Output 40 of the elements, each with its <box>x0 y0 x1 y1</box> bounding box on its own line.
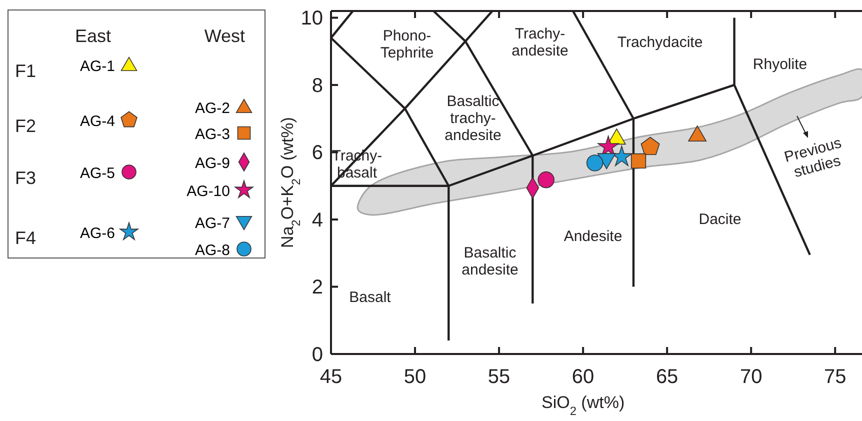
text: F4 <box>15 228 36 248</box>
text: F1 <box>15 61 36 81</box>
annotation: Basalt <box>349 289 392 306</box>
x-tick-label: 65 <box>656 366 678 388</box>
y-tick-label: 10 <box>300 8 323 30</box>
annotation: Basaltic trachy- andesite <box>444 93 502 144</box>
text: West <box>204 26 245 46</box>
legend-label: AG-9 <box>194 155 230 172</box>
annotation: Trachydacite <box>617 34 703 51</box>
x-tick-label: 55 <box>488 366 510 388</box>
y-tick-label: 2 <box>312 276 323 299</box>
x-tick-label: 75 <box>824 366 846 388</box>
annotation: Previous studies <box>782 134 844 182</box>
legend-label: AG-3 <box>194 126 230 143</box>
text: F3 <box>15 168 36 188</box>
x-tick-label: 50 <box>404 366 426 388</box>
x-axis-title: SiO$_{2}$ (wt%) <box>541 393 625 418</box>
legend-label: AG-10 <box>186 183 230 200</box>
y-tick-label: 4 <box>312 209 323 232</box>
x-tick-label: 70 <box>740 366 762 388</box>
legend-label: AG-1 <box>80 58 115 75</box>
legend-label: AG-4 <box>80 113 115 130</box>
legend-label: AG-2 <box>194 100 230 117</box>
annotation: Dacite <box>698 211 742 228</box>
text: East <box>74 26 112 46</box>
legend-label: AG-5 <box>80 165 115 182</box>
y-tick-label: 8 <box>312 74 323 97</box>
x-tick-label: 60 <box>572 366 594 388</box>
legend-label: AG-6 <box>80 225 115 242</box>
x-tick-label: 45 <box>320 366 342 388</box>
annotation: Trachy- andesite <box>512 26 568 60</box>
annotation: Phono- Tephrite <box>380 28 434 62</box>
legend-label: AG-8 <box>194 242 230 259</box>
legend-label: AG-7 <box>194 215 230 232</box>
annotation: Andesite <box>564 228 622 245</box>
y-tick-label: 0 <box>312 344 323 366</box>
y-tick-label: 6 <box>312 142 323 164</box>
annotation: Rhyolite <box>752 56 808 73</box>
annotation: Basaltic andesite <box>462 244 518 278</box>
text: F2 <box>15 116 36 136</box>
